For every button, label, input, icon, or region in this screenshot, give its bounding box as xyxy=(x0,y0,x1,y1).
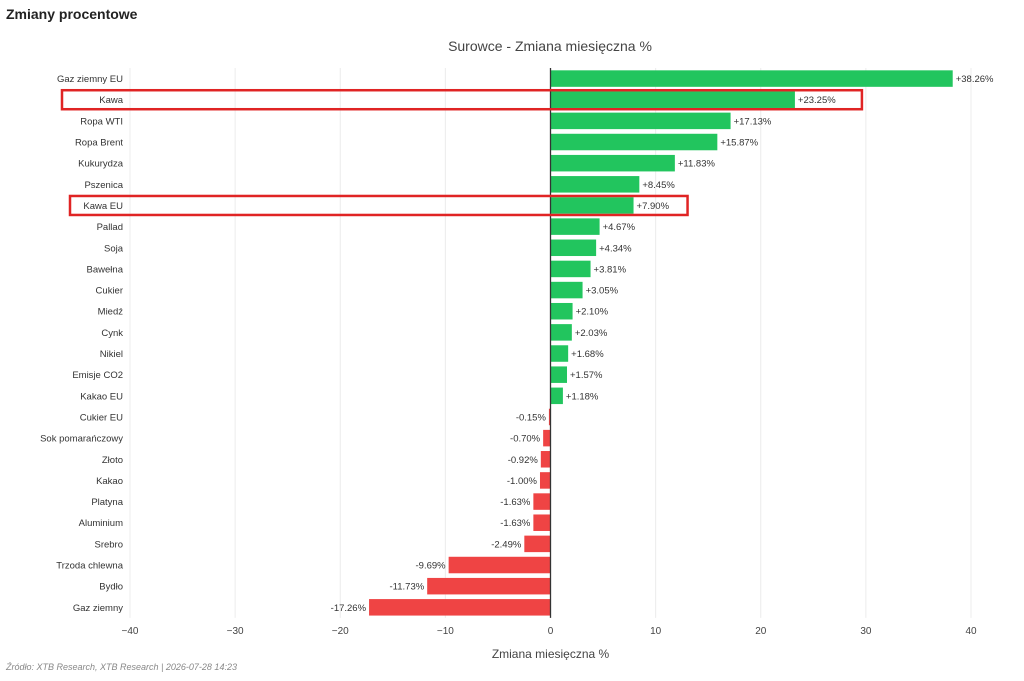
x-tick-label: 40 xyxy=(965,626,977,637)
category-label: Trzoda chlewna xyxy=(56,561,123,572)
bar xyxy=(550,176,640,193)
value-label: +2.03% xyxy=(575,328,608,339)
value-label: +3.05% xyxy=(586,286,619,297)
x-tick-label: −20 xyxy=(332,626,349,637)
category-label: Kawa EU xyxy=(83,201,123,212)
category-label: Srebro xyxy=(94,539,123,550)
category-label: Bydło xyxy=(99,582,123,593)
bar xyxy=(550,218,600,235)
value-label: +11.83% xyxy=(678,159,716,170)
value-label: +8.45% xyxy=(642,180,675,191)
bar xyxy=(550,281,583,299)
category-label: Gaz ziemny EU xyxy=(57,74,123,85)
value-label: +4.34% xyxy=(599,243,632,254)
category-label: Ropa WTI xyxy=(80,116,123,127)
category-label: Ropa Brent xyxy=(75,138,123,149)
value-label: +23.25% xyxy=(798,95,836,106)
x-tick-label: −40 xyxy=(122,626,139,637)
highlight-box xyxy=(68,194,689,217)
value-label: +3.81% xyxy=(594,264,627,275)
value-label: +2.10% xyxy=(576,307,609,318)
chart-title: Surowce - Zmiana miesięczna % xyxy=(448,38,652,54)
value-label: +7.90% xyxy=(637,201,670,212)
category-label: Kakao EU xyxy=(80,391,123,402)
value-label: +38.26% xyxy=(956,74,994,85)
category-label: Sok pomarańczowy xyxy=(40,434,123,445)
bar xyxy=(540,451,551,468)
category-label: Gaz ziemny xyxy=(73,603,123,614)
bar xyxy=(550,324,572,341)
bar xyxy=(550,197,634,214)
value-label: +17.13% xyxy=(734,116,772,127)
page-title: Zmiany procentowe xyxy=(6,6,138,22)
bar xyxy=(539,472,551,489)
value-label: +4.67% xyxy=(603,222,636,233)
value-label: +1.18% xyxy=(566,391,599,402)
highlight-box xyxy=(60,88,864,111)
category-label: Nikiel xyxy=(100,349,123,360)
bar xyxy=(550,154,675,172)
bar xyxy=(550,387,563,405)
value-label: +1.57% xyxy=(570,370,603,381)
value-label: +1.68% xyxy=(571,349,604,360)
category-label: Soja xyxy=(104,243,124,254)
bar xyxy=(548,408,551,426)
x-axis-title: Zmiana miesięczna % xyxy=(492,647,610,660)
bar xyxy=(550,112,731,130)
bar xyxy=(550,133,718,151)
category-label: Cukier xyxy=(96,286,123,297)
category-label: Miedź xyxy=(98,307,124,318)
x-tick-label: 10 xyxy=(650,626,662,637)
x-tick-label: 0 xyxy=(548,626,554,637)
bar xyxy=(550,302,573,320)
value-label: -0.70% xyxy=(510,434,541,445)
bar xyxy=(550,345,569,362)
value-label: -17.26% xyxy=(331,603,367,614)
value-label: +15.87% xyxy=(720,138,758,149)
category-label: Pallad xyxy=(97,222,123,233)
bar xyxy=(550,239,597,257)
x-tick-label: −10 xyxy=(437,626,454,637)
bar xyxy=(550,91,795,108)
x-tick-label: 20 xyxy=(755,626,767,637)
bar xyxy=(427,577,551,595)
category-label: Kakao xyxy=(96,476,123,487)
bar-chart: −40 −30 −20 −10 0 10 20 30 40 Gaz ziemny EU +38.26… xyxy=(40,68,994,660)
bar xyxy=(369,599,551,616)
category-label: Cynk xyxy=(101,328,123,339)
category-label: Cukier EU xyxy=(80,412,123,423)
category-label: Pszenica xyxy=(84,180,123,191)
bar xyxy=(550,366,568,383)
bar xyxy=(550,70,953,87)
bar xyxy=(533,514,551,531)
category-label: Bawełna xyxy=(87,264,124,275)
x-tick-label: 30 xyxy=(860,626,872,637)
bar xyxy=(550,260,591,278)
value-label: -2.49% xyxy=(491,539,522,550)
value-label: -11.73% xyxy=(390,582,425,593)
category-label: Platyna xyxy=(91,497,123,508)
category-label: Kawa xyxy=(99,95,123,106)
x-tick-label: −30 xyxy=(227,626,244,637)
bar xyxy=(543,429,551,447)
category-label: Emisje CO2 xyxy=(72,370,123,381)
bar xyxy=(448,556,551,574)
value-label: -0.15% xyxy=(516,412,547,423)
value-label: -1.63% xyxy=(500,518,531,529)
value-label: -1.00% xyxy=(507,476,538,487)
category-label: Aluminium xyxy=(79,518,123,529)
category-label: Złoto xyxy=(102,455,123,466)
value-label: -9.69% xyxy=(416,561,447,572)
source-note: Źródło: XTB Research, XTB Research | 202… xyxy=(6,662,237,672)
bar xyxy=(524,535,551,553)
bar xyxy=(533,493,551,510)
value-label: -0.92% xyxy=(508,455,539,466)
category-label: Kukurydza xyxy=(78,159,124,170)
value-label: -1.63% xyxy=(500,497,531,508)
